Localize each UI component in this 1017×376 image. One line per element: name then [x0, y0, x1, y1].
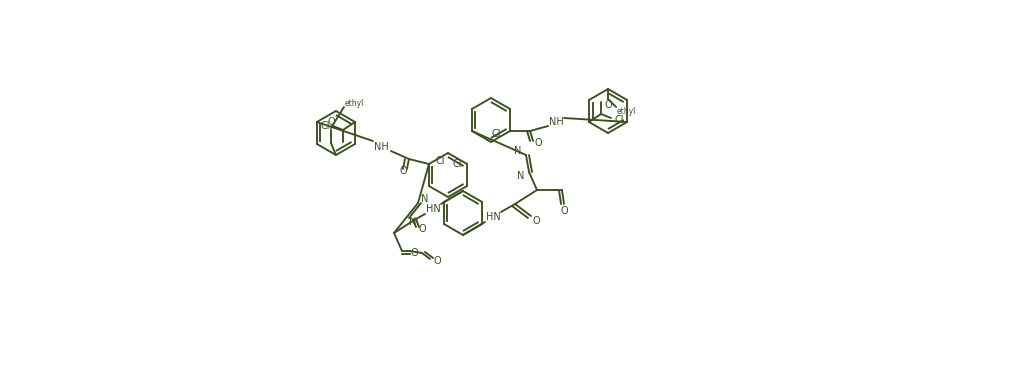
- Text: O: O: [532, 216, 540, 226]
- Text: ethyl: ethyl: [616, 106, 636, 115]
- Text: Cl: Cl: [435, 156, 444, 166]
- Text: N: N: [421, 194, 429, 204]
- Text: O: O: [410, 248, 418, 258]
- Text: Cl: Cl: [453, 159, 462, 169]
- Text: O: O: [433, 256, 440, 266]
- Text: O: O: [418, 224, 426, 234]
- Text: ethyl: ethyl: [345, 99, 364, 108]
- Text: O: O: [604, 100, 612, 110]
- Text: Cl: Cl: [491, 129, 500, 139]
- Text: O: O: [534, 138, 542, 148]
- Text: HN: HN: [426, 204, 440, 214]
- Text: O: O: [399, 166, 407, 176]
- Text: Cl: Cl: [614, 115, 623, 125]
- Text: Cl: Cl: [320, 121, 330, 131]
- Text: N: N: [515, 146, 522, 156]
- Text: N: N: [518, 171, 525, 181]
- Text: O: O: [560, 206, 567, 216]
- Text: HN: HN: [486, 212, 500, 222]
- Text: N: N: [409, 217, 417, 227]
- Text: NH: NH: [549, 117, 563, 127]
- Text: NH: NH: [373, 142, 388, 152]
- Text: O: O: [327, 117, 335, 127]
